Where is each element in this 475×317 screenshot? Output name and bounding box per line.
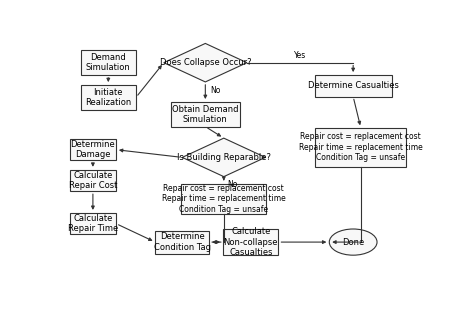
Text: Determine
Condition Tag: Determine Condition Tag xyxy=(154,232,211,252)
FancyBboxPatch shape xyxy=(70,139,116,160)
FancyBboxPatch shape xyxy=(223,229,278,255)
Text: Obtain Demand
Simulation: Obtain Demand Simulation xyxy=(172,105,238,124)
FancyBboxPatch shape xyxy=(70,213,116,234)
FancyBboxPatch shape xyxy=(181,184,266,214)
FancyBboxPatch shape xyxy=(314,75,392,97)
FancyBboxPatch shape xyxy=(155,230,209,254)
FancyBboxPatch shape xyxy=(70,170,116,191)
FancyBboxPatch shape xyxy=(81,85,136,110)
Text: Determine Casualties: Determine Casualties xyxy=(308,81,399,90)
Text: Repair cost = replacement cost
Repair time = replacement time
Condition Tag = un: Repair cost = replacement cost Repair ti… xyxy=(162,184,285,214)
Text: Calculate
Repair Cost: Calculate Repair Cost xyxy=(69,171,117,190)
Text: Yes: Yes xyxy=(294,51,306,60)
Text: No: No xyxy=(210,86,220,95)
FancyBboxPatch shape xyxy=(171,102,240,126)
Ellipse shape xyxy=(329,229,377,255)
Text: Repair cost = replacement cost
Repair time = replacement time
Condition Tag = un: Repair cost = replacement cost Repair ti… xyxy=(299,133,423,162)
Text: Determine
Damage: Determine Damage xyxy=(70,140,115,159)
Text: Demand
Simulation: Demand Simulation xyxy=(86,53,131,72)
Text: Initiate
Realization: Initiate Realization xyxy=(85,87,132,107)
Text: Done: Done xyxy=(342,237,364,247)
FancyBboxPatch shape xyxy=(81,50,136,75)
Text: No: No xyxy=(228,180,238,189)
Polygon shape xyxy=(182,138,266,177)
Polygon shape xyxy=(164,43,247,82)
Text: Calculate
Non-collapse
Casualties: Calculate Non-collapse Casualties xyxy=(224,227,278,257)
Text: Calculate
Repair Time: Calculate Repair Time xyxy=(68,214,118,233)
Text: Is Building Reparable?: Is Building Reparable? xyxy=(177,153,271,162)
Text: Does Collapse Occur?: Does Collapse Occur? xyxy=(160,58,251,67)
FancyBboxPatch shape xyxy=(315,128,406,167)
